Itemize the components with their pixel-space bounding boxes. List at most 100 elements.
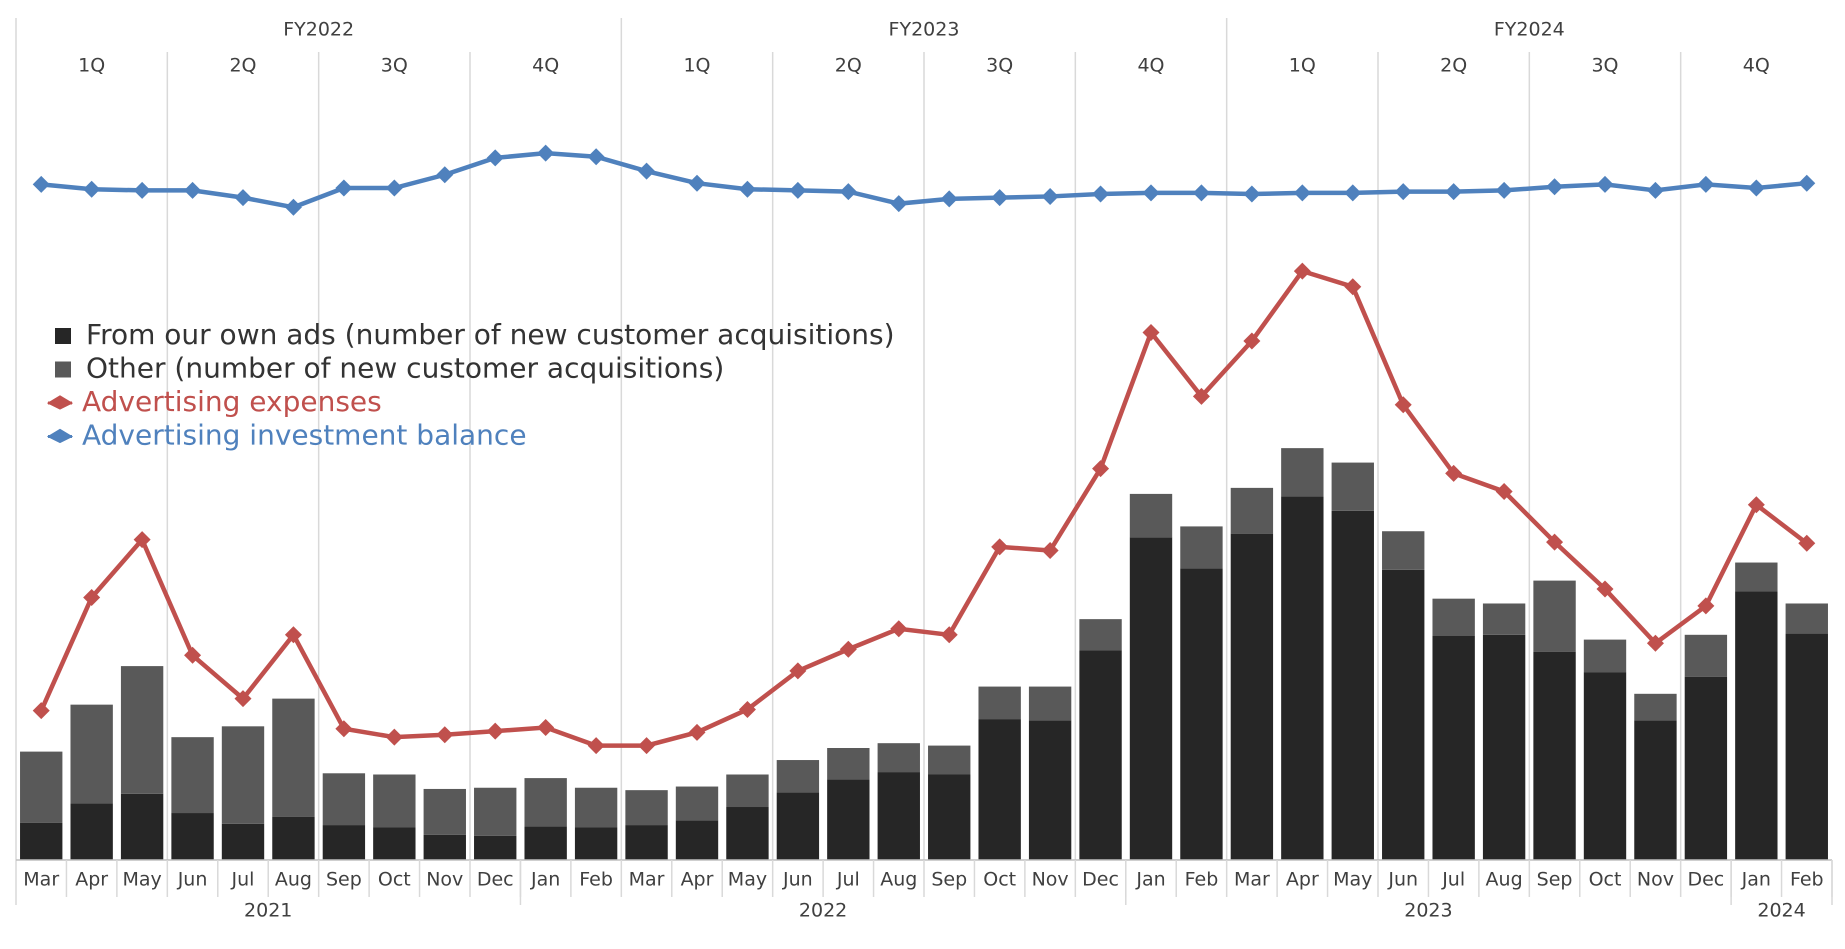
- bar: [1331, 510, 1374, 860]
- marker: [890, 620, 908, 638]
- x-tick-label: Feb: [579, 869, 613, 891]
- marker: [436, 726, 454, 744]
- bar: [1028, 720, 1072, 860]
- bar: [675, 820, 719, 860]
- legend-swatch: [46, 428, 74, 444]
- marker: [486, 149, 504, 167]
- x-tick-label: Jul: [1441, 869, 1465, 891]
- bar: [776, 760, 820, 793]
- x-tick-label: Feb: [1185, 869, 1219, 891]
- marker: [1293, 184, 1311, 202]
- marker: [1041, 187, 1059, 205]
- bar: [474, 787, 517, 836]
- bar: [1432, 636, 1475, 860]
- bar: [1281, 496, 1324, 860]
- marker: [789, 662, 807, 680]
- fiscal-year-label: FY2022: [283, 19, 354, 41]
- bar: [1230, 487, 1274, 534]
- marker: [1445, 464, 1463, 482]
- marker: [1445, 183, 1463, 201]
- x-tick-label: Apr: [1286, 869, 1319, 891]
- marker: [32, 702, 50, 720]
- x-tick-label: Aug: [1486, 869, 1523, 891]
- bar: [322, 773, 366, 826]
- x-tick-label: Apr: [75, 869, 108, 891]
- bar: [1180, 568, 1223, 860]
- bar: [574, 787, 618, 828]
- bar: [1079, 619, 1122, 651]
- x-tick-label: May: [1333, 869, 1372, 891]
- x-tick-label: Jun: [1387, 869, 1418, 891]
- quarter-label: 1Q: [1289, 55, 1316, 77]
- marker: [1747, 179, 1765, 197]
- bar: [70, 803, 113, 860]
- marker: [1546, 533, 1564, 551]
- bar: [726, 774, 769, 808]
- marker: [1646, 634, 1664, 652]
- x-tick-label: Jun: [177, 869, 208, 891]
- quarter-label: 3Q: [1591, 55, 1618, 77]
- marker: [1697, 175, 1715, 193]
- marker: [133, 531, 151, 549]
- bar: [1129, 493, 1173, 538]
- quarter-label: 2Q: [835, 55, 862, 77]
- bar: [1331, 462, 1374, 511]
- marker: [385, 179, 403, 197]
- bar: [776, 792, 820, 860]
- bar: [20, 751, 63, 823]
- bar: [928, 745, 971, 775]
- bar: [1735, 591, 1778, 860]
- bar: [1634, 720, 1677, 860]
- year-label: 2022: [799, 900, 847, 922]
- quarter-label: 1Q: [683, 55, 710, 77]
- marker: [1243, 185, 1261, 203]
- x-tick-label: Aug: [275, 869, 312, 891]
- bar: [978, 719, 1021, 860]
- x-tick-label: Sep: [1537, 869, 1573, 891]
- marker: [1596, 580, 1614, 598]
- quarter-label: 4Q: [1137, 55, 1164, 77]
- bar: [272, 816, 315, 860]
- x-tick-label: Nov: [1032, 869, 1069, 891]
- bar: [373, 827, 416, 860]
- x-tick-label: Jul: [231, 869, 255, 891]
- marker: [184, 181, 202, 199]
- x-tick-label: Sep: [326, 869, 362, 891]
- x-tick-label: Sep: [931, 869, 967, 891]
- bar: [1583, 639, 1627, 673]
- bar: [120, 793, 164, 860]
- marker: [1697, 597, 1715, 615]
- marker: [83, 588, 101, 606]
- marker: [184, 646, 202, 664]
- x-tick-label: Mar: [1234, 869, 1270, 891]
- marker: [436, 166, 454, 184]
- quarter-label: 2Q: [1440, 55, 1467, 77]
- bar: [1079, 650, 1122, 860]
- marker: [284, 198, 302, 216]
- quarter-label: 3Q: [381, 55, 408, 77]
- marker: [537, 719, 555, 737]
- marker: [335, 720, 353, 738]
- bar: [524, 826, 567, 860]
- legend-label: From our own ads (number of new customer…: [86, 318, 895, 351]
- fiscal-year-label: FY2024: [1494, 19, 1565, 41]
- marker: [234, 189, 252, 207]
- x-tick-label: Oct: [378, 869, 411, 891]
- marker: [638, 162, 656, 180]
- marker: [335, 179, 353, 197]
- quarter-label: 1Q: [78, 55, 105, 77]
- marker: [688, 723, 706, 741]
- x-tick-label: Jul: [836, 869, 860, 891]
- legend-swatch: [46, 395, 74, 410]
- year-label: 2021: [244, 900, 292, 922]
- bar: [423, 788, 466, 835]
- x-tick-label: Dec: [1687, 869, 1724, 891]
- bar: [1230, 533, 1274, 860]
- x-tick-label: Nov: [426, 869, 463, 891]
- bar: [1785, 633, 1828, 860]
- marker: [284, 626, 302, 644]
- marker: [1798, 534, 1816, 552]
- bar: [877, 772, 920, 860]
- marker: [1646, 181, 1664, 199]
- marker: [1142, 324, 1160, 342]
